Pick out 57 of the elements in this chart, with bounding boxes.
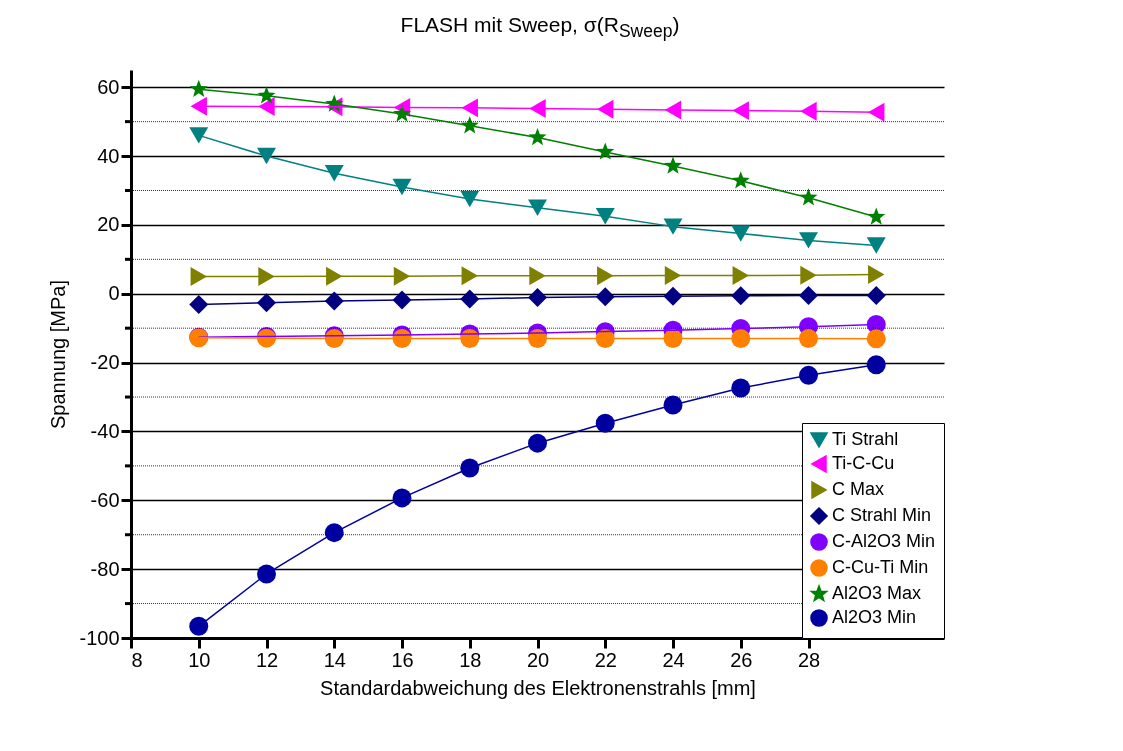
point <box>868 264 885 284</box>
point <box>799 232 818 249</box>
y-tick-label: -80 <box>90 557 120 580</box>
y-tick-label: 60 <box>97 75 120 98</box>
point <box>189 127 209 144</box>
point <box>595 208 615 225</box>
point <box>528 199 547 216</box>
x-tick-label: 20 <box>526 648 550 671</box>
point <box>663 218 683 235</box>
x-tick-label: 26 <box>730 648 753 671</box>
point <box>324 165 344 182</box>
point <box>800 101 817 121</box>
legend-label: Ti-C-Cu <box>832 453 895 473</box>
point <box>799 329 818 348</box>
y-tick-label: -100 <box>79 626 120 649</box>
y-tick-label: -20 <box>90 351 120 374</box>
y-tick-label: 0 <box>108 282 120 305</box>
point <box>731 225 751 242</box>
point <box>189 294 209 314</box>
x-tick-label: 18 <box>459 648 482 671</box>
legend-label: C-Al2O3 Min <box>832 531 936 551</box>
y-tick-label: -40 <box>90 419 120 442</box>
y-axis-title: Spannung [MPa] <box>47 280 70 429</box>
x-tick-label: 28 <box>797 648 821 671</box>
legend-label: C-Cu-Ti Min <box>832 557 929 577</box>
y-tick-label: 40 <box>97 144 120 167</box>
legend-label: Ti Strahl <box>832 429 899 449</box>
legend-label: C Strahl Min <box>832 505 932 525</box>
y-tick-label: -60 <box>90 488 120 511</box>
point <box>866 355 886 375</box>
point <box>528 288 547 308</box>
point <box>258 267 275 287</box>
x-tick-label: 12 <box>255 648 279 671</box>
x-tick-label: 8 <box>131 648 143 671</box>
point <box>731 329 751 348</box>
point <box>866 285 886 305</box>
x-tick-label: 16 <box>391 648 414 671</box>
point <box>528 127 547 146</box>
point <box>866 237 886 254</box>
point <box>460 190 480 208</box>
point <box>529 99 546 119</box>
point <box>189 79 208 97</box>
legend-label: Al2O3 Max <box>832 583 922 603</box>
point <box>732 101 749 121</box>
x-tick-label: 24 <box>662 648 685 671</box>
point <box>189 616 209 636</box>
point <box>190 96 207 116</box>
x-tick-label: 22 <box>594 648 617 671</box>
x-tick-label: 10 <box>188 648 211 671</box>
x-tick-label: 14 <box>323 648 346 671</box>
legend-label: Al2O3 Min <box>832 607 917 627</box>
y-tick-label: 20 <box>97 213 120 236</box>
point <box>866 329 886 349</box>
chart-title: FLASH mit Sweep, σ(R$_{Sweep}$) <box>399 12 681 44</box>
legend-label: C Max <box>832 479 885 499</box>
x-axis-title: Standardabweichung des Elektronenstrahls [mm] <box>320 676 756 699</box>
point <box>799 285 818 305</box>
